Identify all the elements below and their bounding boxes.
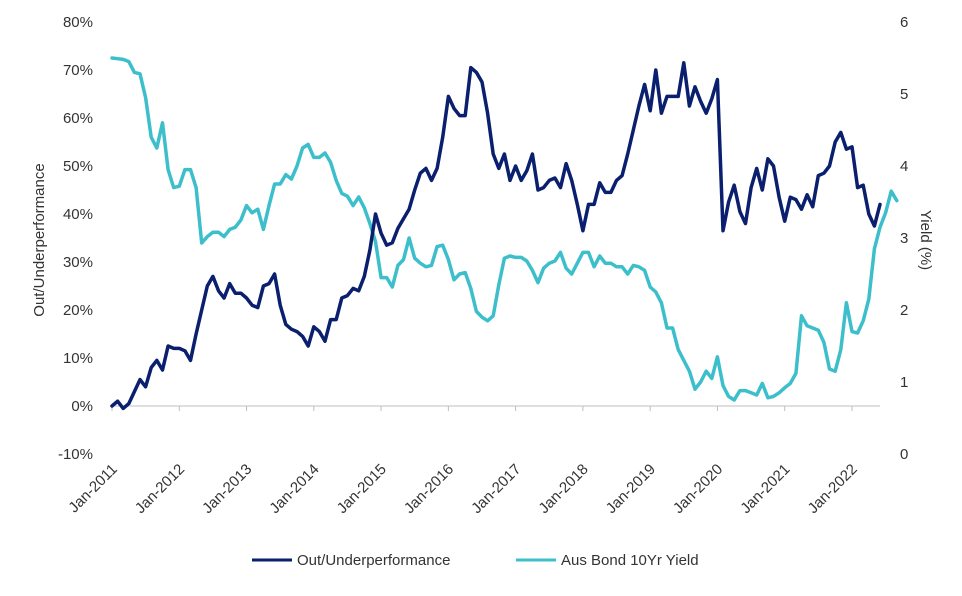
y-tick-label: 30% xyxy=(63,254,93,271)
y2-tick-label: 2 xyxy=(900,302,908,319)
legend-label-aus-bond-10yr-yield: Aus Bond 10Yr Yield xyxy=(561,552,699,569)
y-tick-label: 60% xyxy=(63,110,93,127)
x-tick-label: Jan-2022 xyxy=(805,461,861,517)
x-tick-label: Jan-2011 xyxy=(65,461,120,516)
x-tick-label: Jan-2019 xyxy=(603,461,659,517)
y-axis-label: Out/Underperformance xyxy=(31,163,48,316)
series-line-out-underperformance xyxy=(110,61,882,411)
x-tick-label: Jan-2020 xyxy=(670,461,726,517)
y-tick-label: 70% xyxy=(63,62,93,79)
y-tick-label: 10% xyxy=(63,350,93,367)
y-tick-label: 20% xyxy=(63,302,93,319)
x-tick-label: Jan-2012 xyxy=(132,461,188,517)
x-tick-label: Jan-2021 xyxy=(737,461,793,517)
x-tick-label: Jan-2014 xyxy=(266,461,322,517)
x-tick-label: Jan-2016 xyxy=(401,461,457,517)
x-tick-label: Jan-2017 xyxy=(468,461,524,517)
y2-tick-label: 4 xyxy=(900,158,908,175)
x-tick-label: Jan-2018 xyxy=(535,461,591,517)
legend-label-out-underperformance: Out/Underperformance xyxy=(297,552,450,569)
x-tick-label: Jan-2013 xyxy=(199,461,255,517)
y-tick-label: 40% xyxy=(63,206,93,223)
y2-tick-label: 0 xyxy=(900,446,908,463)
series-line-aus-bond-10yr-yield xyxy=(110,56,899,402)
y2-tick-label: 3 xyxy=(900,230,908,247)
y2-tick-label: 6 xyxy=(900,14,908,31)
y2-tick-label: 5 xyxy=(900,86,908,103)
y2-tick-label: 1 xyxy=(900,374,908,391)
y-tick-label: 0% xyxy=(71,398,93,415)
x-tick-label: Jan-2015 xyxy=(334,461,390,517)
y2-axis-label: Yield (%) xyxy=(917,210,934,270)
legend: Out/Underperformance Aus Bond 10Yr Yield xyxy=(252,552,699,569)
y-tick-label: -10% xyxy=(58,446,93,463)
y-tick-label: 80% xyxy=(63,14,93,31)
y-tick-label: 50% xyxy=(63,158,93,175)
